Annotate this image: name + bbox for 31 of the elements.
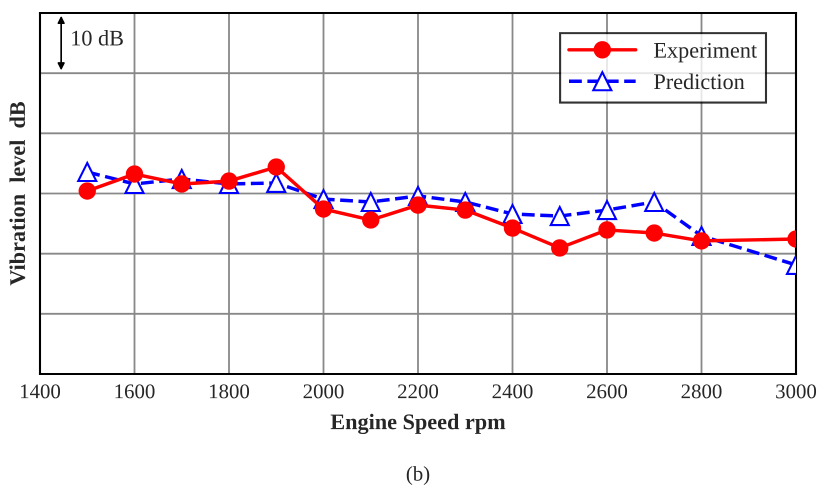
point [360, 192, 381, 212]
point [78, 182, 96, 200]
point [409, 196, 427, 214]
point [598, 221, 616, 239]
x-tick-label: 2400 [492, 384, 533, 398]
point [220, 172, 238, 190]
point [268, 158, 285, 176]
point [504, 219, 522, 237]
legend-label: Prediction [654, 74, 744, 90]
x-tick-label: 3000 [776, 384, 816, 398]
x-tick-label: 2000 [304, 384, 344, 398]
point [644, 192, 664, 212]
x-tick-label: 2800 [682, 384, 722, 398]
point [550, 206, 570, 226]
y-axis-title: Vibration level dB [9, 102, 26, 286]
text: 10 dB [72, 30, 123, 46]
legend-label: Experiment [654, 42, 757, 62]
point [646, 224, 663, 242]
point [551, 239, 568, 257]
point [126, 165, 144, 183]
text: (b) [406, 466, 430, 485]
x-tick-label: 2200 [398, 384, 438, 398]
point [314, 200, 332, 218]
x-tick-label: 1800 [210, 384, 250, 398]
point [596, 200, 618, 220]
x-axis-title: Engine Speed rpm [330, 414, 506, 434]
point [77, 162, 98, 182]
point [362, 211, 380, 229]
x-tick-label: 1400 [21, 384, 60, 398]
x-tick-label: 1600 [116, 384, 155, 398]
x-tick-label: 2600 [587, 384, 628, 398]
